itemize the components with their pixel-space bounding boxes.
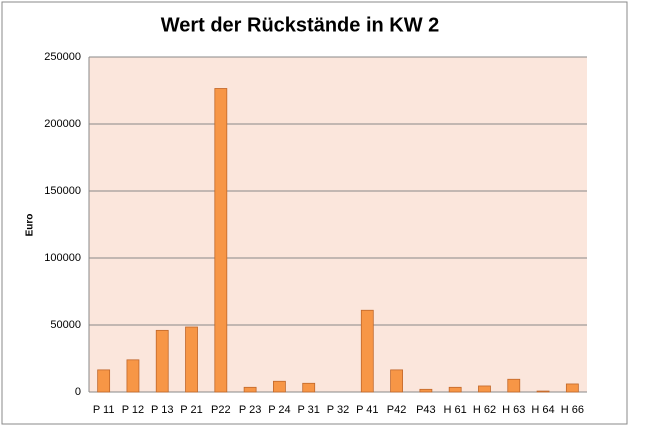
- bar: [126, 359, 140, 393]
- bar: [243, 386, 257, 393]
- bar: [565, 383, 579, 393]
- x-tick-label: P 32: [327, 404, 349, 416]
- bar: [155, 329, 169, 393]
- x-tick-label: P 31: [297, 404, 319, 416]
- x-tick-label: P 11: [93, 404, 115, 416]
- bar: [419, 388, 433, 393]
- x-tick-label: P 23: [239, 404, 261, 416]
- bar: [448, 386, 462, 393]
- y-tick-label: 250000: [44, 51, 81, 63]
- y-tick-label: 0: [75, 386, 81, 398]
- y-tick-label: 200000: [44, 118, 81, 130]
- y-tick-label: 100000: [44, 252, 81, 264]
- bar: [97, 369, 111, 393]
- y-tick-label: 50000: [50, 319, 81, 331]
- bar: [390, 369, 403, 393]
- chart-title: Wert der Rückstände in KW 2: [161, 14, 440, 36]
- x-tick-label: P42: [387, 404, 407, 416]
- x-tick-label: H 62: [473, 404, 496, 416]
- bar: [478, 385, 491, 393]
- x-tick-label: P 12: [122, 404, 144, 416]
- x-tick-label: H 61: [444, 404, 467, 416]
- x-tick-label: P 13: [151, 404, 173, 416]
- x-tick-label: H 64: [531, 404, 554, 416]
- bar: [185, 326, 198, 393]
- y-tick-label: 150000: [44, 185, 81, 197]
- x-tick-label: P22: [211, 404, 231, 416]
- bar: [507, 378, 521, 393]
- bar: [536, 390, 550, 393]
- bar: [302, 382, 316, 393]
- plot-area: [89, 57, 587, 392]
- bar: [273, 380, 286, 393]
- x-tick-label: P 24: [268, 404, 290, 416]
- bar: [214, 88, 228, 393]
- x-tick-label: H 66: [561, 404, 584, 416]
- x-tick-label: P 21: [180, 404, 202, 416]
- x-tick-label: H 63: [502, 404, 525, 416]
- y-axis-title: Euro: [25, 214, 36, 237]
- bar: [360, 309, 374, 393]
- x-tick-label: P 41: [356, 404, 378, 416]
- x-tick-label: P43: [416, 404, 436, 416]
